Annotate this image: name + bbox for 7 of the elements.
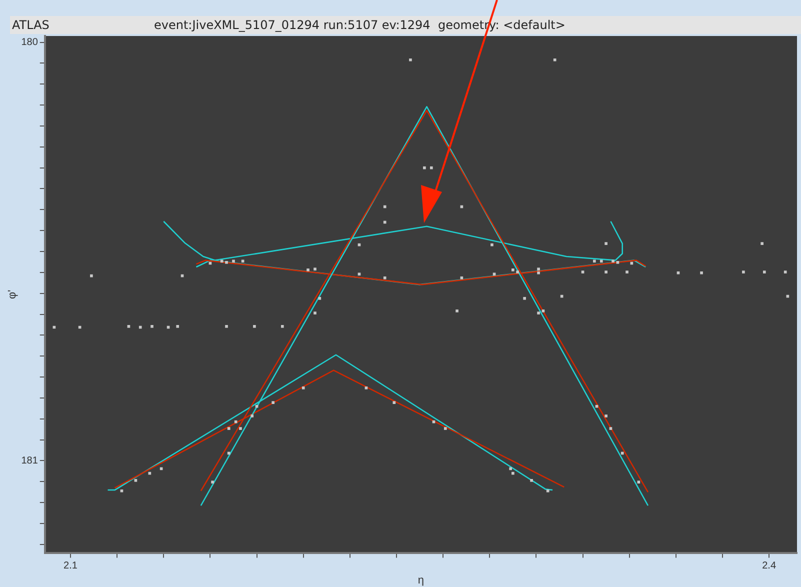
y-axis-title: φ' <box>6 290 19 300</box>
x-axis-title: η <box>418 574 424 586</box>
x-tick-label: 2.4 <box>762 560 776 572</box>
y-tick-label: 181 <box>21 455 38 466</box>
x-tick-label: 2.1 <box>64 560 78 572</box>
y-tick-label: 180 <box>21 37 38 48</box>
chart-title: ATLAS <box>12 17 50 34</box>
